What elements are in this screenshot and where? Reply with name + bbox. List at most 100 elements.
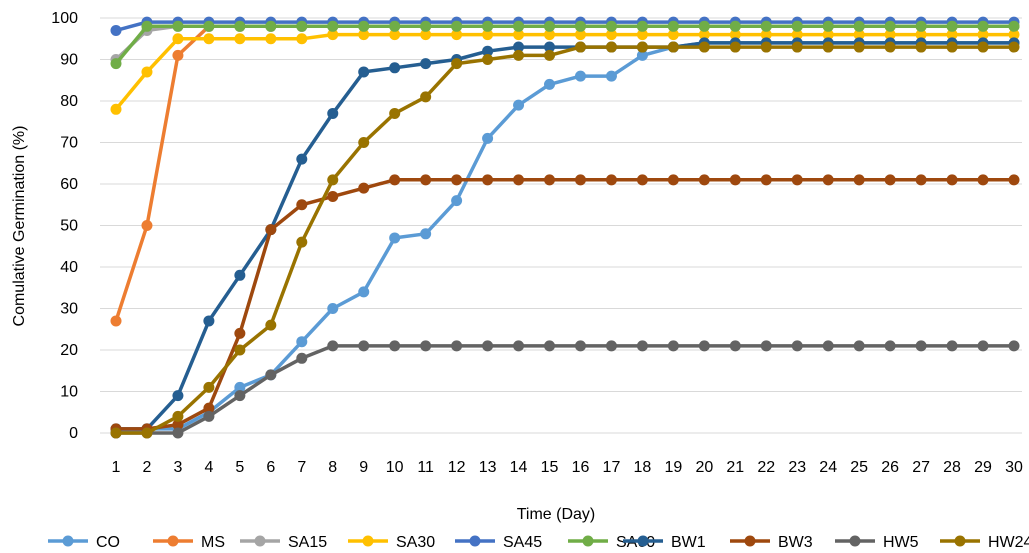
data-point (636, 20, 648, 32)
data-point (482, 45, 494, 57)
data-point (141, 20, 153, 32)
y-tick-label: 10 (60, 384, 78, 401)
data-point (977, 20, 989, 32)
data-point (605, 20, 617, 32)
legend-item-ms: MS (153, 534, 225, 551)
legend-swatch-marker (167, 535, 179, 547)
legend-item-hw5: HW5 (835, 534, 919, 551)
data-point (636, 41, 648, 53)
data-point (296, 20, 308, 32)
legend-item-sa45: SA45 (455, 534, 542, 551)
data-point (172, 410, 184, 422)
data-point (946, 340, 958, 352)
x-tick-label: 7 (297, 459, 306, 476)
x-tick-label: 4 (204, 459, 213, 476)
x-tick-label: 21 (726, 459, 744, 476)
data-point (853, 29, 865, 41)
data-point (234, 327, 246, 339)
data-point (358, 137, 370, 148)
data-point (636, 29, 648, 41)
legend-swatch-marker (637, 535, 649, 547)
data-point (513, 49, 525, 61)
y-tick-label: 30 (60, 301, 78, 318)
legend-swatch-marker (362, 535, 374, 547)
data-point (1008, 29, 1020, 41)
legend-swatch-marker (62, 535, 74, 547)
data-point (234, 390, 246, 402)
data-point (791, 41, 803, 53)
data-point (822, 41, 834, 53)
data-point (636, 174, 648, 186)
x-tick-label: 20 (695, 459, 713, 476)
data-point (296, 153, 308, 165)
data-point (265, 33, 277, 45)
data-point (698, 29, 710, 41)
data-point (574, 70, 586, 82)
y-tick-label: 100 (51, 10, 78, 27)
data-point (358, 286, 370, 298)
series-hw5 (110, 340, 1020, 439)
x-tick-label: 24 (819, 459, 837, 476)
x-tick-label: 29 (974, 459, 992, 476)
legend-item-hw24: HW24 (940, 534, 1029, 551)
data-point (482, 54, 494, 65)
data-point (110, 24, 122, 36)
y-tick-label: 40 (60, 259, 78, 276)
data-point (946, 41, 958, 53)
data-point (915, 174, 927, 186)
data-point (327, 29, 339, 41)
data-point (482, 132, 494, 144)
data-point (110, 315, 122, 327)
data-point (1008, 340, 1020, 352)
x-tick-label: 8 (328, 459, 337, 476)
data-point (451, 340, 463, 352)
data-point (203, 20, 215, 32)
data-point (853, 174, 865, 186)
data-point (791, 20, 803, 32)
data-point (389, 340, 401, 352)
data-point (822, 20, 834, 32)
data-point (513, 174, 525, 186)
gridlines (100, 17, 1022, 434)
x-tick-label: 19 (664, 459, 682, 476)
data-point (513, 41, 525, 53)
data-point (482, 340, 494, 352)
data-point (853, 41, 865, 53)
data-point (234, 381, 246, 393)
x-tick-label: 16 (572, 459, 590, 476)
data-point (822, 340, 834, 352)
series-sa30 (110, 29, 1020, 115)
series-co (110, 37, 1020, 439)
data-point (327, 107, 339, 119)
data-point (110, 58, 122, 70)
y-tick-label: 70 (60, 135, 78, 152)
data-point (234, 33, 246, 45)
data-point (327, 340, 339, 352)
data-point (760, 20, 772, 32)
data-point (172, 390, 184, 402)
data-point (203, 381, 215, 393)
data-point (698, 20, 710, 32)
data-point (544, 41, 556, 53)
x-tick-label: 26 (881, 459, 899, 476)
x-tick-label: 25 (850, 459, 868, 476)
data-point (110, 427, 122, 439)
data-point (265, 369, 277, 381)
data-point (172, 33, 184, 45)
data-point (172, 427, 184, 439)
legend-label: HW5 (883, 534, 919, 551)
data-point (977, 41, 989, 53)
data-point (389, 107, 401, 119)
data-point (172, 20, 184, 32)
data-point (420, 228, 432, 240)
data-point (544, 49, 556, 61)
data-point (296, 33, 308, 45)
data-point (265, 20, 277, 32)
data-point (667, 41, 679, 53)
data-point (977, 340, 989, 352)
data-point (420, 20, 432, 32)
y-axis-ticks: 0 10 20 30 40 50 60 70 80 90 100 (51, 10, 78, 442)
data-point (513, 99, 525, 111)
legend-swatch-marker (469, 535, 481, 547)
x-tick-label: 6 (266, 459, 275, 476)
